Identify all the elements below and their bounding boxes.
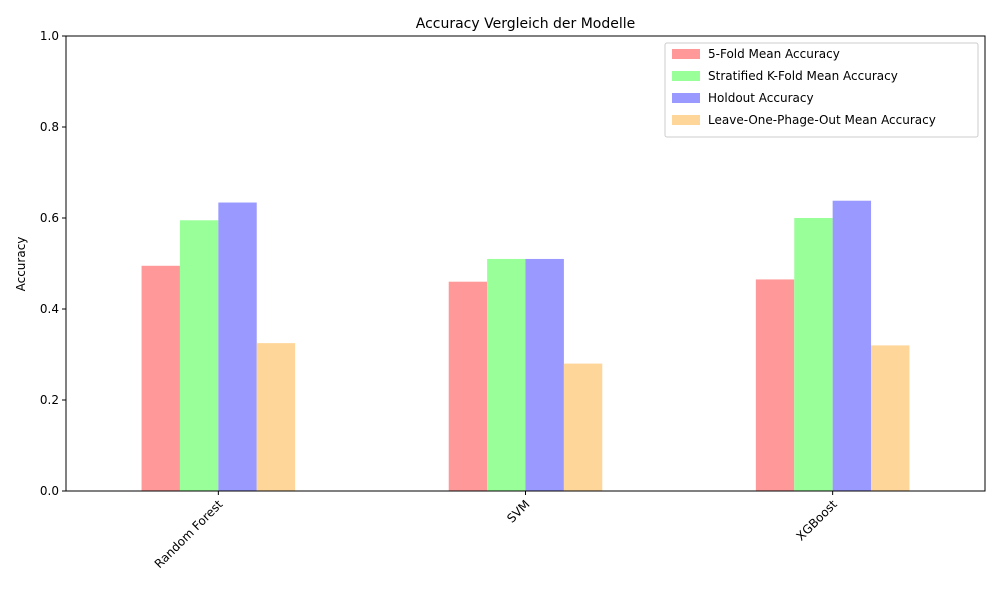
bar (218, 202, 257, 491)
legend-label: 5-Fold Mean Accuracy (708, 47, 840, 61)
legend-box (664, 42, 979, 138)
legend: 5-Fold Mean Accuracy Stratified K-Fold Me… (664, 42, 979, 138)
legend-swatch (672, 93, 700, 103)
bar (794, 218, 833, 491)
x-tick-label: XGBoost (794, 497, 840, 543)
bar (487, 258, 526, 491)
y-tick-label: 0.8 (40, 120, 59, 134)
bar (563, 363, 603, 491)
bar (141, 265, 180, 491)
bar (256, 343, 296, 492)
legend-swatch (672, 71, 700, 81)
y-tick-label: 0.2 (40, 393, 59, 407)
bar (755, 279, 795, 491)
legend-label: Stratified K-Fold Mean Accuracy (708, 69, 898, 83)
x-tick-label: Random Forest (152, 497, 226, 571)
bar (448, 281, 488, 491)
legend-swatch (672, 49, 700, 59)
bar (525, 258, 564, 491)
legend-swatch (672, 115, 700, 125)
y-tick-label: 0.4 (40, 302, 59, 316)
bar (179, 220, 219, 491)
chart-title: Accuracy Vergleich der Modelle (416, 16, 636, 32)
bar (871, 345, 910, 491)
bars-group (141, 200, 910, 492)
x-tick-label: SVM (504, 497, 532, 525)
y-tick-label: 0.0 (40, 484, 59, 498)
y-tick-label: 1.0 (40, 29, 59, 43)
y-axis-label: Accuracy (14, 237, 28, 292)
legend-label: Holdout Accuracy (708, 91, 814, 105)
legend-label: Leave-One-Phage-Out Mean Accuracy (708, 113, 936, 127)
y-tick-label: 0.6 (40, 211, 59, 225)
bar (832, 200, 872, 491)
